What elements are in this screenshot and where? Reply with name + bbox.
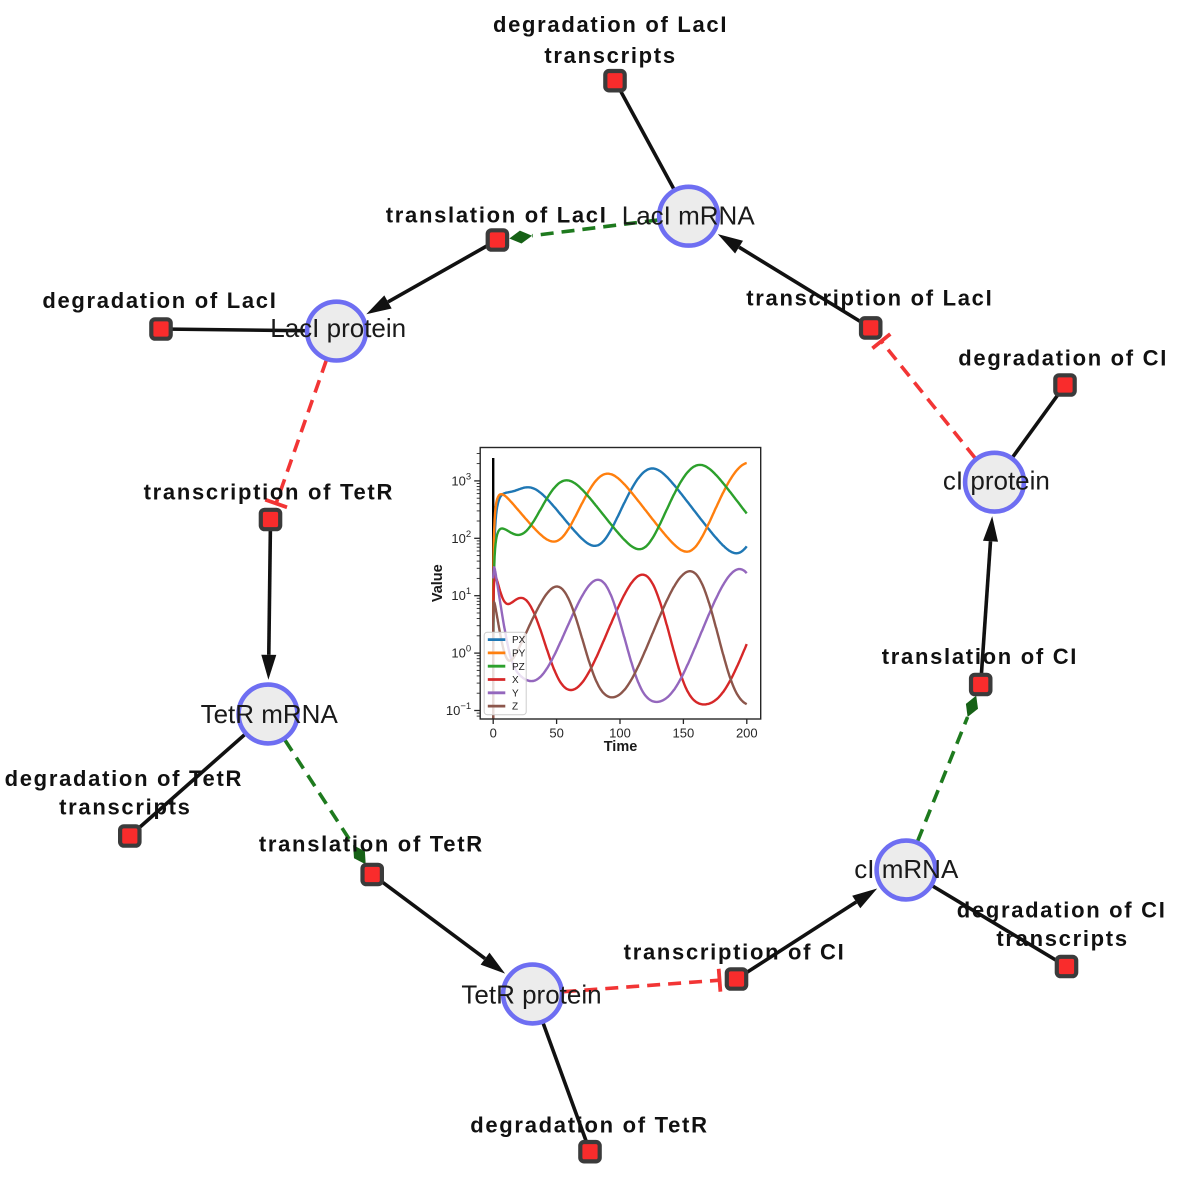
- svg-text:translation of LacI: translation of LacI: [386, 203, 608, 228]
- svg-text:degradation of TetR: degradation of TetR: [470, 1113, 708, 1138]
- svg-text:transcripts: transcripts: [996, 926, 1128, 951]
- svg-text:100: 100: [609, 726, 631, 741]
- svg-text:degradation of CI: degradation of CI: [958, 345, 1168, 370]
- svg-text:transcripts: transcripts: [544, 43, 676, 68]
- svg-text:transcription of TetR: transcription of TetR: [144, 480, 394, 505]
- svg-text:LacI mRNA: LacI mRNA: [622, 201, 756, 231]
- svg-text:Value: Value: [430, 564, 446, 602]
- svg-text:PX: PX: [512, 635, 526, 646]
- svg-text:degradation of CI: degradation of CI: [957, 897, 1167, 922]
- svg-text:transcription of LacI: transcription of LacI: [746, 286, 993, 311]
- svg-text:200: 200: [736, 726, 758, 741]
- svg-text:LacI protein: LacI protein: [270, 313, 406, 343]
- svg-text:degradation of LacI: degradation of LacI: [42, 288, 277, 313]
- svg-text:50: 50: [549, 726, 563, 741]
- svg-text:TetR mRNA: TetR mRNA: [201, 699, 339, 729]
- svg-text:degradation of TetR: degradation of TetR: [5, 766, 243, 791]
- svg-text:150: 150: [673, 726, 695, 741]
- svg-text:0: 0: [490, 726, 497, 741]
- svg-text:TetR protein: TetR protein: [461, 980, 601, 1010]
- svg-text:degradation of LacI: degradation of LacI: [493, 12, 728, 37]
- svg-text:Z: Z: [512, 702, 518, 713]
- svg-text:PZ: PZ: [512, 662, 525, 673]
- svg-text:cI protein: cI protein: [943, 466, 1050, 496]
- svg-text:translation of TetR: translation of TetR: [259, 831, 484, 856]
- svg-text:Y: Y: [512, 688, 519, 699]
- svg-text:X: X: [512, 675, 519, 686]
- svg-text:transcription of CI: transcription of CI: [624, 939, 846, 964]
- svg-text:transcripts: transcripts: [59, 794, 191, 819]
- svg-text:PY: PY: [512, 649, 526, 660]
- svg-text:Time: Time: [604, 739, 638, 755]
- svg-text:cI mRNA: cI mRNA: [854, 854, 959, 884]
- svg-text:translation of CI: translation of CI: [882, 644, 1078, 669]
